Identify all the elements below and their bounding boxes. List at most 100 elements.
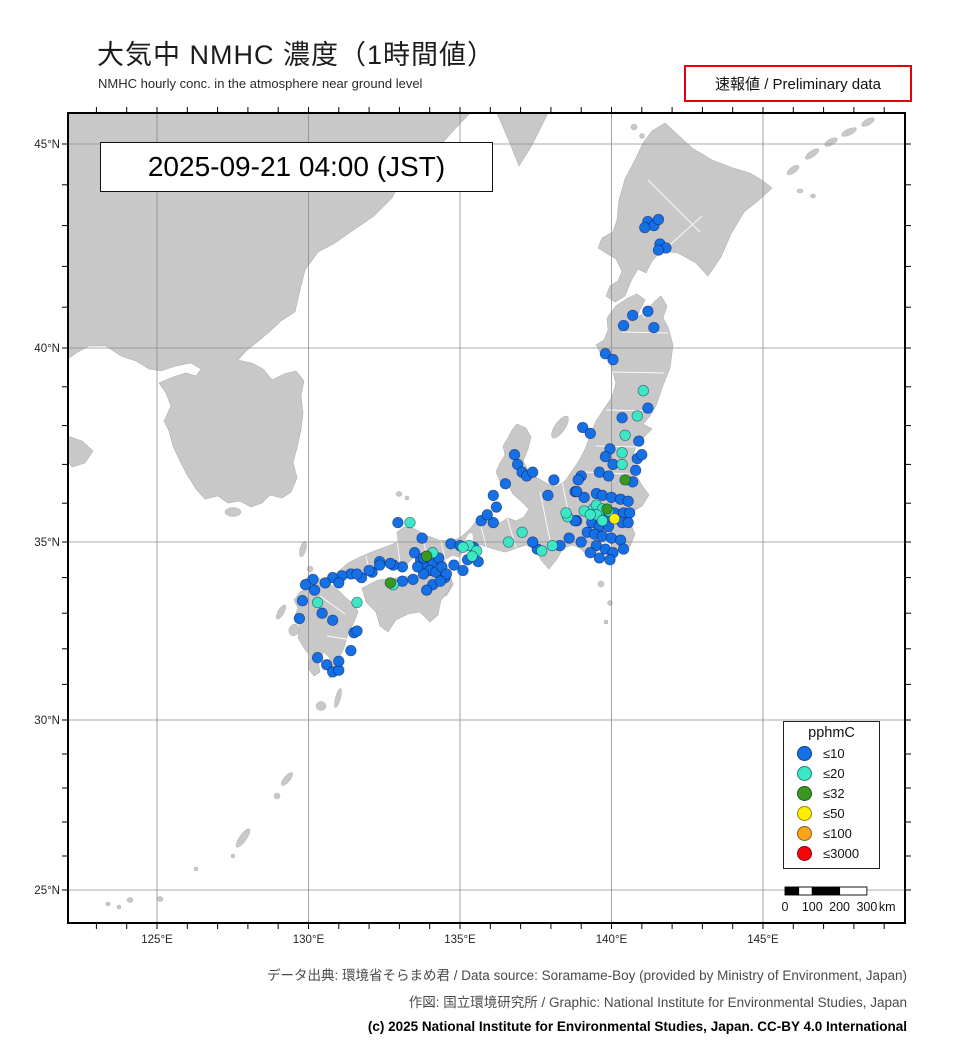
station-dot xyxy=(652,244,665,256)
station-dot xyxy=(345,644,357,657)
station-dot xyxy=(487,489,499,502)
station-dot xyxy=(445,538,457,550)
scale-bar-label: 0 xyxy=(782,900,789,914)
station-dot xyxy=(571,485,583,498)
page-title: 大気中 NMHC 濃度（1時間値） xyxy=(97,40,496,70)
scale-bar: 0 100 200 300 km xyxy=(782,886,896,914)
page-subtitle: NMHC hourly conc. in the atmosphere near… xyxy=(98,76,423,91)
station-dot xyxy=(578,491,590,504)
station-dot xyxy=(575,536,587,548)
station-dot xyxy=(351,568,363,580)
station-dot xyxy=(490,501,503,513)
station-dot xyxy=(584,547,596,559)
station-dot xyxy=(607,353,619,366)
legend-dot-icon xyxy=(797,825,812,841)
station-dot xyxy=(642,402,654,414)
footer-copyright: (c) 2025 National Institute for Environm… xyxy=(367,1019,907,1034)
lon-tick-label: 130°E xyxy=(293,934,325,946)
station-dot xyxy=(616,447,628,459)
station-dot xyxy=(599,450,612,463)
station-dot xyxy=(572,474,584,486)
station-dot xyxy=(311,596,324,609)
station-dot xyxy=(546,539,559,552)
legend-level-label: ≤10 xyxy=(823,745,845,761)
legend-level-label: ≤100 xyxy=(823,825,852,841)
station-dot xyxy=(502,536,515,548)
legend-dot-icon xyxy=(797,745,812,761)
station-dot xyxy=(617,543,630,555)
station-dot xyxy=(396,561,409,573)
station-dot xyxy=(601,503,613,515)
station-dot xyxy=(560,507,572,519)
station-dot xyxy=(596,489,609,502)
legend-level-label: ≤20 xyxy=(823,765,845,781)
station-dot xyxy=(652,213,665,226)
legend-row: ≤10 xyxy=(784,743,879,763)
station-dot xyxy=(416,532,428,544)
station-dot xyxy=(363,564,375,577)
timestamp-label: 2025-09-21 04:00 (JST) xyxy=(147,151,446,182)
station-dot xyxy=(616,412,628,424)
lon-tick-label: 145°E xyxy=(747,934,779,946)
legend-row: ≤20 xyxy=(784,763,879,783)
station-dot xyxy=(584,509,596,521)
station-dot xyxy=(622,516,634,529)
scale-bar-label: 200 xyxy=(829,900,850,914)
station-dot xyxy=(584,427,596,440)
station-dot xyxy=(639,221,651,234)
footer-data-source: データ出典: 環境省そらまめ君 / Data source: Soramame-… xyxy=(267,968,907,983)
station-dot xyxy=(619,474,631,486)
station-dot xyxy=(605,532,618,544)
station-dot xyxy=(421,550,433,562)
legend-dot-icon xyxy=(797,845,812,861)
station-dot xyxy=(527,466,539,478)
lon-tick-label: 135°E xyxy=(444,934,476,946)
station-dot xyxy=(604,554,616,566)
station-dot xyxy=(508,449,521,461)
station-dot xyxy=(351,596,363,609)
timestamp-box: 2025-09-21 04:00 (JST) xyxy=(100,142,493,192)
station-dot xyxy=(527,536,539,548)
station-dot xyxy=(351,625,363,637)
map-frame xyxy=(67,112,906,924)
station-dot xyxy=(448,559,460,571)
station-dot xyxy=(631,410,643,422)
lon-tick-label: 140°E xyxy=(596,934,628,946)
station-dot xyxy=(299,579,312,591)
station-dot xyxy=(327,614,339,626)
legend-row: ≤3000 xyxy=(784,843,879,863)
station-dot xyxy=(333,655,345,667)
station-dot xyxy=(605,491,618,504)
legend-level-label: ≤50 xyxy=(823,805,845,821)
legend-title: pphmC xyxy=(808,725,855,741)
lon-tick-label: 125°E xyxy=(141,934,173,946)
station-dot xyxy=(627,309,639,322)
legend-level-label: ≤3000 xyxy=(823,845,860,861)
station-dot xyxy=(411,561,424,573)
station-dot xyxy=(599,348,612,360)
station-dot xyxy=(466,550,478,562)
station-dot xyxy=(421,584,433,596)
station-dot xyxy=(392,516,404,529)
station-dot xyxy=(542,489,554,502)
legend-row: ≤100 xyxy=(784,823,879,843)
axis-labels: 45°N 40°N 35°N 30°N 25°N 125°E 130°E 135°E 140°E… xyxy=(34,139,779,946)
station-dot xyxy=(642,305,654,317)
station-dot xyxy=(619,429,631,441)
scale-bar-label: 300 xyxy=(856,900,877,914)
station-dot xyxy=(563,532,575,544)
scale-bar-unit: km xyxy=(879,900,896,914)
station-dot xyxy=(608,513,621,525)
station-dot xyxy=(616,458,628,471)
station-dot xyxy=(633,435,645,447)
station-dot xyxy=(602,470,615,482)
station-dot xyxy=(293,612,306,625)
lat-tick-label: 40°N xyxy=(34,343,60,355)
lat-tick-label: 25°N xyxy=(34,885,60,897)
station-dot xyxy=(308,584,321,596)
station-dot xyxy=(548,474,560,486)
footer-graphic-credit: 作図: 国立環境研究所 / Graphic: National Institut… xyxy=(408,995,907,1010)
station-dot xyxy=(630,464,642,476)
legend-row: ≤32 xyxy=(784,783,879,803)
